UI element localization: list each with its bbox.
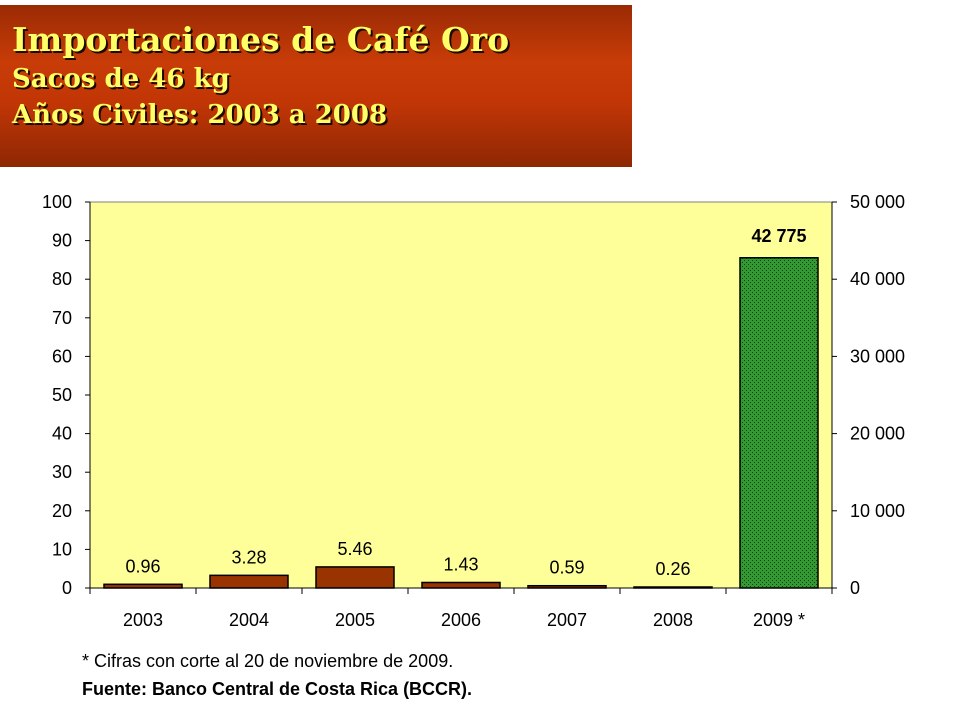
footnote: * Cifras con corte al 20 de noviembre de… [82, 651, 454, 671]
source-note: Fuente: Banco Central de Costa Rica (BCC… [82, 679, 473, 699]
y-left-tick-label: 100 [42, 192, 72, 212]
x-tick-label: 2009 * [753, 610, 805, 630]
bar-value-label: 5.46 [337, 539, 372, 559]
y-left-tick-label: 80 [52, 269, 72, 289]
x-tick-label: 2007 [547, 610, 587, 630]
y-right-tick-label: 0 [850, 578, 860, 598]
bar [421, 581, 501, 589]
y-right-tick-label: 30 000 [850, 346, 905, 366]
y-left-tick-label: 40 [52, 424, 72, 444]
bar-value-label: 1.43 [443, 554, 478, 574]
x-tick-label: 2003 [123, 610, 163, 630]
y-left-tick-label: 30 [52, 462, 72, 482]
bar-value-label: 0.96 [125, 556, 160, 576]
bar [739, 257, 819, 589]
y-right-tick-label: 50 000 [850, 192, 905, 212]
bar [209, 574, 289, 589]
y-right-tick-label: 40 000 [850, 269, 905, 289]
title-banner: Importaciones de Café Oro Sacos de 46 kg… [0, 5, 632, 167]
x-tick-label: 2006 [441, 610, 481, 630]
y-left-tick-label: 10 [52, 539, 72, 559]
y-left-tick-label: 90 [52, 231, 72, 251]
bar [315, 566, 395, 589]
bar-chart: 0 10 20 30 40 50 60 70 80 90 100 0 10 000 20 000 30 00… [42, 192, 905, 630]
x-tick-label: 2005 [335, 610, 375, 630]
chart-period: Años Civiles: 2003 a 2008 [12, 100, 388, 130]
chart-title: Importaciones de Café Oro [12, 20, 510, 59]
y-right-tick-label: 10 000 [850, 501, 905, 521]
x-tick-label: 2008 [653, 610, 693, 630]
x-tick-label: 2004 [229, 610, 269, 630]
bar-value-label: 0.59 [549, 558, 584, 578]
plot-area [89, 201, 833, 589]
y-right-tick-label: 20 000 [850, 424, 905, 444]
bar-value-label: 42 775 [751, 226, 806, 246]
y-left-tick-label: 0 [62, 578, 72, 598]
y-left-tick-label: 70 [52, 308, 72, 328]
bar [633, 586, 713, 589]
bar [103, 583, 183, 589]
bar-value-label: 3.28 [231, 547, 266, 567]
chart-subtitle: Sacos de 46 kg [12, 64, 230, 94]
bar [527, 584, 607, 589]
bar-value-label: 0.26 [655, 559, 690, 579]
y-left-tick-label: 60 [52, 346, 72, 366]
y-left-tick-label: 50 [52, 385, 72, 405]
y-left-tick-label: 20 [52, 501, 72, 521]
